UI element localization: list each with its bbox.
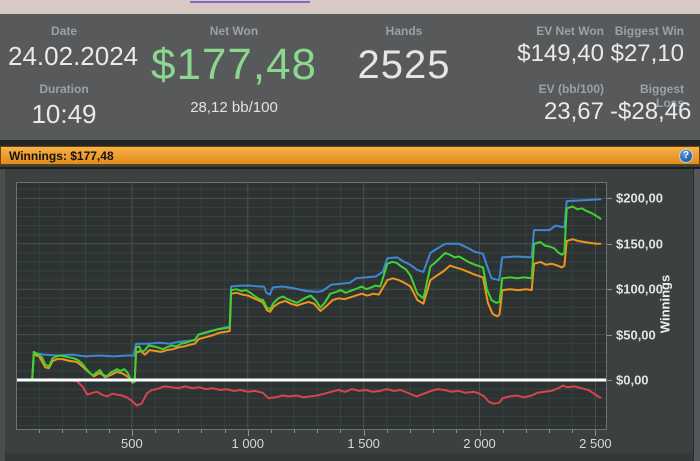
series-green-line [16,205,602,384]
net-won-label: Net Won [209,24,259,38]
ev-bb100-value: 23,67 [543,98,604,125]
panel-divider [0,140,700,146]
duration-value: 10:49 [31,99,97,129]
help-icon[interactable]: ? [679,149,693,163]
y-tick [607,198,612,200]
x-tick-label: 2 500 [579,436,612,451]
y-tick-label: $50,00 [616,327,656,343]
ev-bb100-label: EV (bb/100) [538,82,604,96]
x-tick [39,430,41,433]
x-tick [247,430,249,436]
x-tick [270,430,272,433]
x-tick [502,430,504,433]
window-accent-line [190,1,310,3]
y-tick [607,380,612,382]
y-tick [607,243,612,245]
x-tick-label: 500 [121,436,143,451]
y-tick [607,334,612,336]
x-tick [525,430,527,433]
x-tick [155,430,157,433]
y-tick-label: $100,00 [616,281,663,297]
x-tick [363,430,365,436]
x-tick [340,430,342,433]
x-tick [549,430,551,433]
x-tick [479,430,481,436]
biggest-win-label: Biggest Win [614,24,684,38]
x-tick-label: 1 000 [231,436,265,451]
y-tick [607,289,612,291]
x-tick [224,430,226,433]
series-blue-line [16,198,602,381]
x-tick [178,430,180,433]
date-value: 24.02.2024 [8,41,139,71]
panel-left-edge [0,169,5,461]
x-tick-label: 2 000 [463,436,496,451]
hands-value: 2525 [357,43,451,87]
panel-bottom-edge [5,453,693,461]
session-stats-panel: Date 24.02.2024 Duration 10:49 Net Won $… [0,14,700,140]
winnings-graph[interactable] [16,182,607,430]
x-tick-label: 1 500 [347,436,380,451]
y-tick-label: $200,00 [616,190,663,206]
winnings-header-bar[interactable]: Winnings: $177,48 ? [0,146,700,165]
winnings-chart-panel: 500 1 000 1 500 2 000 2 500 $0,00 $50,00 $100,0… [0,167,700,461]
series-red-line [16,378,602,407]
biggest-win-value: $27,10 [610,40,684,67]
x-tick [317,430,319,433]
x-tick [62,430,64,433]
series-orange-line [16,238,602,382]
hands-label: Hands [385,24,423,38]
ev-net-won-label: EV Net Won [536,24,604,38]
net-won-bb100: 28,12 bb/100 [190,99,278,116]
duration-label: Duration [39,82,89,96]
y-tick-label: $150,00 [616,236,663,252]
x-tick [456,430,458,433]
x-tick [294,430,296,433]
ev-net-won-value: $149,40 [517,40,604,67]
x-tick [108,430,110,433]
x-tick [201,430,203,433]
x-tick [572,430,574,433]
biggest-loss-label: Biggest Loss [639,82,684,110]
y-axis-title: Winnings [657,274,673,334]
winnings-bar-label: Winnings: $177,48 [9,148,114,163]
x-tick [85,430,87,433]
x-tick [386,430,388,433]
x-tick [131,430,133,436]
biggest-loss-value: -$28,46 [610,98,692,125]
x-tick [433,430,435,433]
background-window-strip [0,0,700,14]
panel-right-edge [693,169,700,461]
x-tick [410,430,411,433]
x-tick [595,430,597,436]
chart-plot-area[interactable] [16,182,607,430]
y-tick-label: $0,00 [616,372,649,388]
net-won-value: $177,48 [150,40,318,89]
date-label: Date [50,24,77,38]
